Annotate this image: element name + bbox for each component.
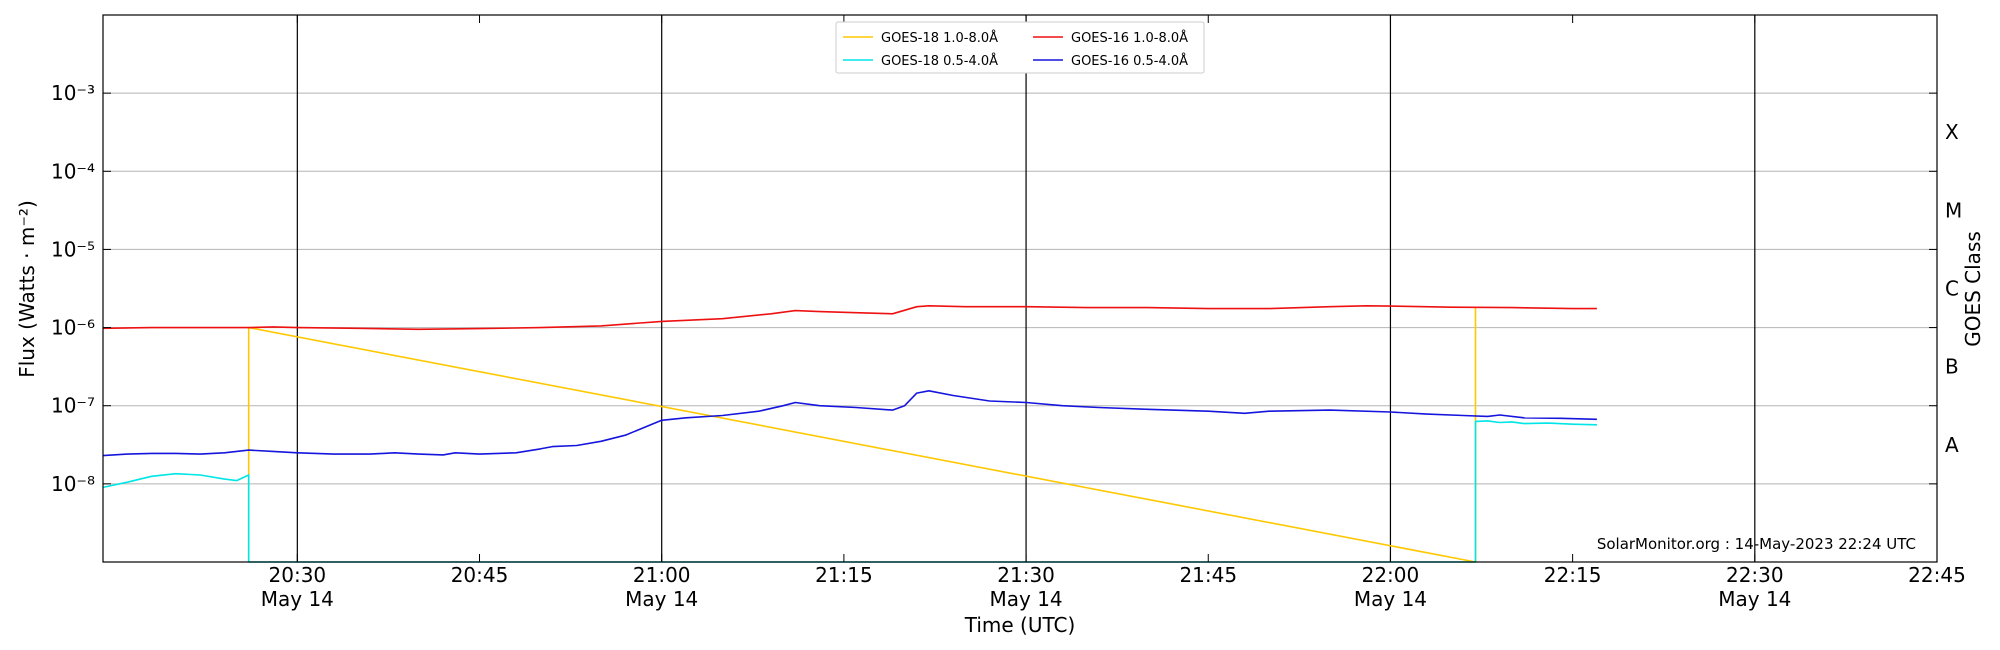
credit-text: SolarMonitor.org : 14-May-2023 22:24 UTC [1597, 535, 1916, 553]
day-boundary-lines [296, 15, 1756, 562]
legend-box [835, 21, 1205, 74]
goes-class-a: A [1945, 433, 1959, 457]
y-tick-label: 10⁻⁸ [51, 472, 95, 496]
x-tick-date-label: May 14 [1718, 587, 1791, 611]
y-axis-ticks: 10⁻⁸ 10⁻⁷ 10⁻⁶ 10⁻⁵ 10⁻⁴ 10⁻³ [51, 81, 1937, 496]
goes-class-axis-label: GOES Class [1961, 231, 1985, 347]
x-tick-label: 20:30 [269, 563, 327, 587]
goes-class-x: X [1945, 120, 1959, 144]
x-tick-date-label: May 14 [625, 587, 698, 611]
x-tick-label: 21:00 [633, 563, 691, 587]
x-tick-label: 21:15 [815, 563, 873, 587]
x-tick-label: 22:00 [1362, 563, 1420, 587]
plot-frame [102, 14, 1938, 563]
y-tick-label: 10⁻³ [51, 81, 95, 105]
legend-items: GOES-18 1.0-8.0Å GOES-18 0.5-4.0Å GOES-16 … [843, 30, 1188, 69]
legend: GOES-18 1.0-8.0Å GOES-18 0.5-4.0Å GOES-16 … [835, 21, 1205, 74]
x-tick-label: 22:15 [1544, 563, 1602, 587]
goes-class-b: B [1945, 355, 1959, 379]
legend-label: GOES-16 1.0-8.0Å [1071, 30, 1188, 46]
goes-class-labels: A B C M X [1945, 120, 1962, 457]
series-line-1 [247, 307, 1477, 563]
legend-label: GOES-16 0.5-4.0Å [1071, 53, 1188, 69]
goes-class-c: C [1945, 277, 1959, 301]
legend-label: GOES-18 1.0-8.0Å [881, 30, 998, 46]
x-axis-label: Time (UTC) [964, 613, 1076, 637]
y-tick-label: 10⁻⁶ [51, 316, 95, 340]
y-axis-label: Flux (Watts · m⁻²) [15, 200, 39, 378]
legend-label: GOES-18 0.5-4.0Å [881, 53, 998, 69]
series-line-4 [102, 389, 1597, 457]
x-tick-label: 20:45 [451, 563, 509, 587]
x-tick-label: 21:30 [997, 563, 1055, 587]
x-tick-date-label: May 14 [1354, 587, 1427, 611]
x-tick-label: 22:45 [1908, 563, 1966, 587]
x-tick-label: 21:45 [1179, 563, 1237, 587]
goes-class-m: M [1945, 198, 1962, 222]
y-tick-label: 10⁻⁷ [51, 394, 95, 418]
x-tick-label: 22:30 [1726, 563, 1784, 587]
y-tick-label: 10⁻⁵ [51, 237, 95, 261]
series-lines [102, 304, 1597, 563]
series-line-3 [102, 304, 1597, 331]
gridlines [103, 92, 1937, 485]
x-tick-date-label: May 14 [261, 587, 334, 611]
x-tick-date-label: May 14 [989, 587, 1062, 611]
y-tick-label: 10⁻⁴ [51, 159, 95, 183]
